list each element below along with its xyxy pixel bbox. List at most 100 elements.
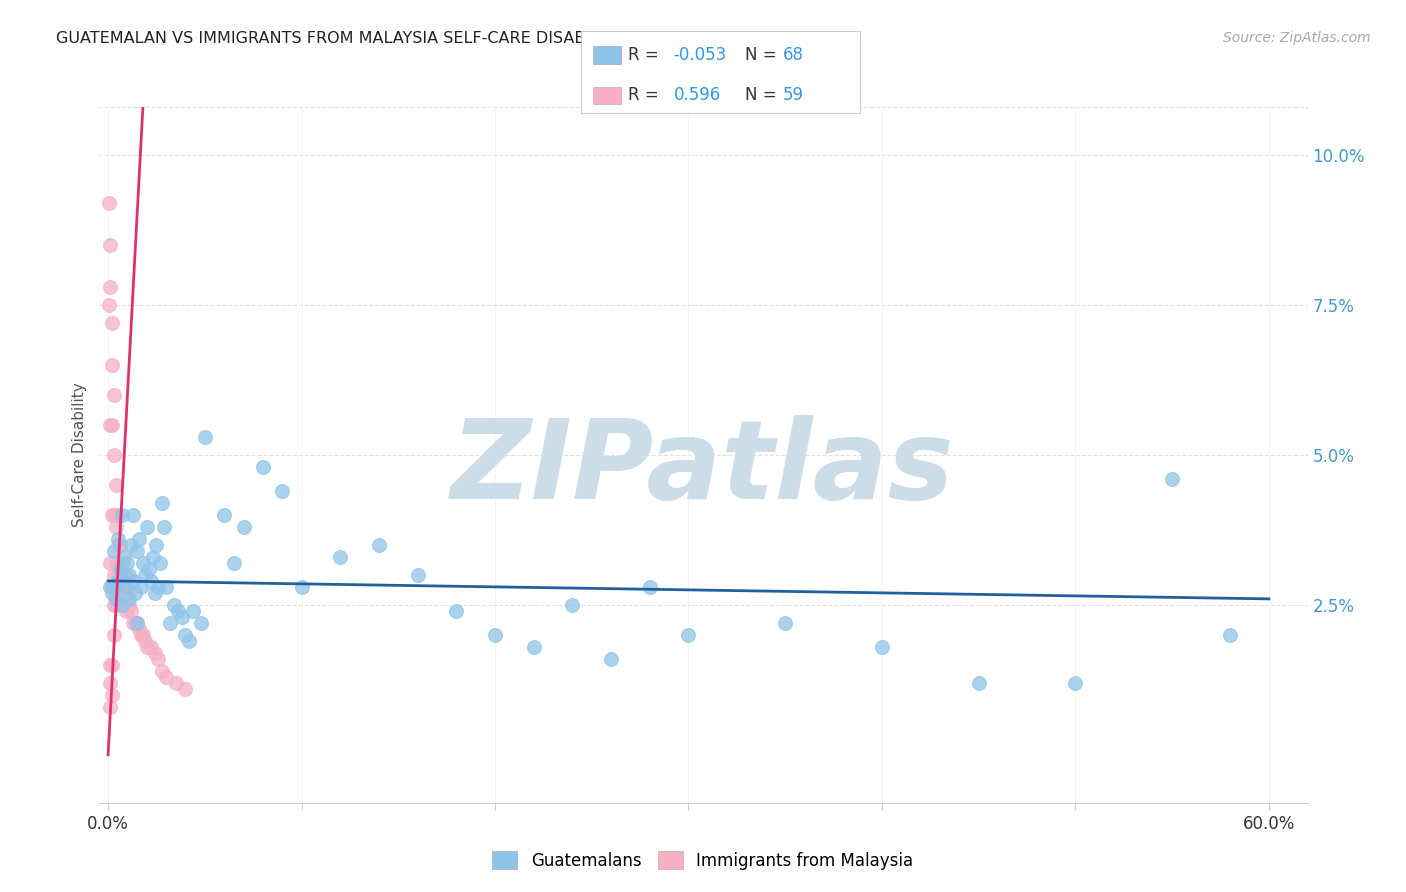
- Point: [406, 567, 429, 582]
- Y-axis label: Self-Care Disability: Self-Care Disability: [72, 383, 87, 527]
- Point: [155, 580, 177, 594]
- Point: [122, 615, 145, 630]
- Point: [1219, 628, 1241, 642]
- Point: [271, 483, 294, 498]
- Point: [107, 567, 129, 582]
- Point: [128, 532, 150, 546]
- Point: [484, 628, 506, 642]
- Point: [132, 556, 155, 570]
- Point: [98, 417, 121, 432]
- Text: 0.596: 0.596: [673, 87, 721, 104]
- Point: [111, 598, 134, 612]
- Point: [1064, 676, 1087, 690]
- Point: [179, 633, 201, 648]
- Point: [114, 604, 136, 618]
- Point: [870, 640, 893, 654]
- Text: -0.053: -0.053: [673, 46, 727, 64]
- Point: [120, 604, 142, 618]
- Point: [111, 580, 134, 594]
- Point: [98, 298, 121, 312]
- Point: [165, 676, 187, 690]
- Point: [114, 580, 136, 594]
- Point: [98, 238, 121, 252]
- Point: [98, 556, 121, 570]
- Point: [107, 538, 129, 552]
- Text: 59: 59: [783, 87, 804, 104]
- Point: [104, 478, 127, 492]
- Point: [112, 567, 135, 582]
- Text: 68: 68: [783, 46, 804, 64]
- Point: [678, 628, 700, 642]
- Point: [600, 652, 623, 666]
- Point: [104, 591, 127, 606]
- Point: [112, 549, 135, 564]
- Point: [1161, 472, 1184, 486]
- Point: [148, 580, 170, 594]
- Point: [103, 448, 125, 462]
- Point: [104, 556, 127, 570]
- Point: [107, 580, 129, 594]
- Text: ZIPatlas: ZIPatlas: [451, 416, 955, 523]
- Point: [98, 699, 121, 714]
- Point: [101, 688, 124, 702]
- Text: R =: R =: [628, 87, 665, 104]
- Point: [252, 459, 274, 474]
- Point: [117, 556, 139, 570]
- Point: [174, 681, 197, 696]
- Point: [111, 556, 134, 570]
- Point: [101, 508, 124, 522]
- Point: [108, 562, 131, 576]
- Point: [103, 508, 125, 522]
- Point: [108, 598, 131, 612]
- Point: [967, 676, 990, 690]
- Point: [181, 604, 204, 618]
- Point: [170, 610, 193, 624]
- Point: [159, 615, 181, 630]
- Point: [145, 538, 167, 552]
- Point: [118, 567, 141, 582]
- Point: [190, 615, 212, 630]
- Text: N =: N =: [745, 46, 782, 64]
- Point: [163, 598, 186, 612]
- Point: [368, 538, 391, 552]
- Point: [101, 316, 124, 330]
- Point: [98, 657, 121, 672]
- Point: [107, 574, 129, 588]
- Point: [103, 580, 125, 594]
- Point: [104, 586, 127, 600]
- Point: [122, 574, 145, 588]
- Point: [194, 430, 217, 444]
- Point: [101, 657, 124, 672]
- Point: [101, 580, 124, 594]
- Point: [101, 358, 124, 372]
- Point: [101, 417, 124, 432]
- Point: [118, 591, 141, 606]
- Point: [166, 604, 188, 618]
- Point: [222, 556, 245, 570]
- Point: [101, 586, 124, 600]
- Point: [98, 280, 121, 294]
- Point: [149, 556, 172, 570]
- Point: [446, 604, 468, 618]
- Point: [120, 538, 142, 552]
- Point: [118, 598, 141, 612]
- Point: [98, 580, 121, 594]
- Point: [114, 580, 136, 594]
- Point: [103, 628, 125, 642]
- Point: [127, 615, 149, 630]
- Point: [139, 574, 162, 588]
- Point: [523, 640, 546, 654]
- Point: [108, 567, 131, 582]
- Point: [561, 598, 583, 612]
- Point: [155, 670, 177, 684]
- Point: [153, 520, 176, 534]
- Point: [329, 549, 352, 564]
- Point: [232, 520, 254, 534]
- Point: [290, 580, 312, 594]
- Text: GUATEMALAN VS IMMIGRANTS FROM MALAYSIA SELF-CARE DISABILITY CORRELATION CHART: GUATEMALAN VS IMMIGRANTS FROM MALAYSIA S…: [56, 31, 803, 46]
- Text: R =: R =: [628, 46, 665, 64]
- Point: [134, 633, 156, 648]
- Point: [108, 538, 131, 552]
- Point: [135, 640, 157, 654]
- Point: [139, 640, 162, 654]
